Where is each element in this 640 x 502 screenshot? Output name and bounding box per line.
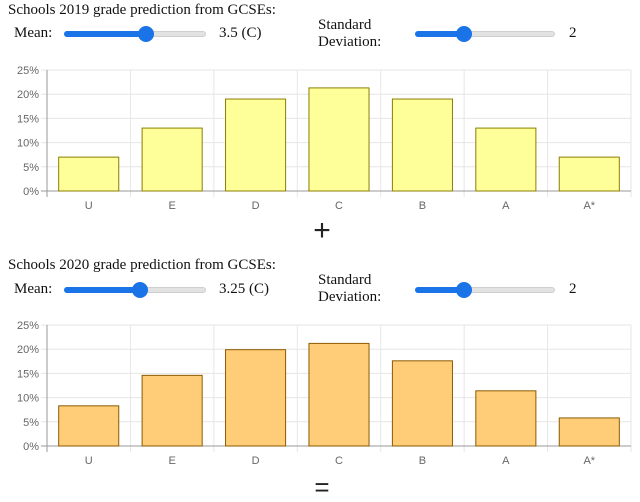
sd-value: 2 [569,25,577,41]
sd-slider[interactable] [415,282,555,298]
slider-fill [64,287,141,293]
slider-thumb[interactable] [456,282,473,298]
bar-A [475,390,537,447]
slider-thumb[interactable] [132,282,149,298]
x-tick-label: E [168,455,175,467]
bar-A* [558,156,620,192]
bar-A* [558,417,620,447]
mean-slider[interactable] [64,282,206,298]
y-tick-label: 0% [23,441,39,453]
x-tick-label: A [502,455,510,467]
x-tick-label: A [502,200,510,212]
plus-operator: + [313,214,331,247]
slider-fill [64,31,146,37]
sd-label-line1: Standard [318,272,372,288]
panel-2019: Schools 2019 grade prediction from GCSEs… [0,0,640,230]
x-tick-label: D [252,455,260,467]
slider-fill [415,31,465,37]
sd-slider[interactable] [415,26,555,42]
bar-B [391,98,453,192]
y-tick-label: 20% [17,89,39,101]
x-tick-label: U [85,200,93,212]
slider-thumb[interactable] [456,26,473,42]
sd-label-line2: Deviation: [318,289,382,305]
sd-value: 2 [569,281,577,297]
mean-label: Mean: [14,281,53,297]
bar-D [225,349,287,447]
panel-title: Schools 2019 grade prediction from GCSEs… [8,2,276,18]
bar-C [308,87,370,192]
bar-E [141,127,203,192]
y-tick-label: 10% [17,138,39,150]
y-tick-label: 5% [23,417,39,429]
y-tick-label: 0% [23,186,39,198]
x-tick-label: C [335,200,343,212]
mean-value: 3.5 (C) [219,25,262,41]
bar-U [58,405,120,447]
bar-A [475,127,537,192]
bar-chart-2019: 0% 5% 10% 15% 20% 25% U E D C B A A* [17,65,632,212]
y-tick-label: 25% [17,65,39,77]
mean-slider[interactable] [64,26,206,42]
bar-E [141,374,203,447]
bar-U [58,156,120,192]
x-tick-label: A* [583,455,595,467]
mean-label: Mean: [14,25,53,41]
x-tick-label: B [419,200,426,212]
mean-value: 3.25 (C) [219,281,269,297]
x-tick-label: U [85,455,93,467]
panel-title: Schools 2020 grade prediction from GCSEs… [8,257,276,273]
bar-D [225,98,287,192]
panel-2020: Schools 2020 grade prediction from GCSEs… [0,255,640,485]
slider-fill [415,287,465,293]
x-tick-label: E [168,200,175,212]
slider-thumb[interactable] [137,26,154,42]
y-tick-label: 10% [17,393,39,405]
y-tick-label: 25% [17,320,39,332]
sd-label-line1: Standard [318,17,372,33]
x-tick-label: C [335,455,343,467]
bar-chart-2020: 0% 5% 10% 15% 20% 25% U E D C B A A* [17,320,632,467]
y-tick-label: 5% [23,162,39,174]
x-tick-label: A* [583,200,595,212]
equals-operator: = [314,472,330,502]
x-tick-label: B [419,455,426,467]
y-tick-label: 15% [17,368,39,380]
y-tick-label: 15% [17,113,39,125]
bar-B [391,360,453,447]
y-tick-label: 20% [17,344,39,356]
sd-label-line2: Deviation: [318,34,382,50]
x-tick-label: D [252,200,260,212]
bar-C [308,342,370,447]
